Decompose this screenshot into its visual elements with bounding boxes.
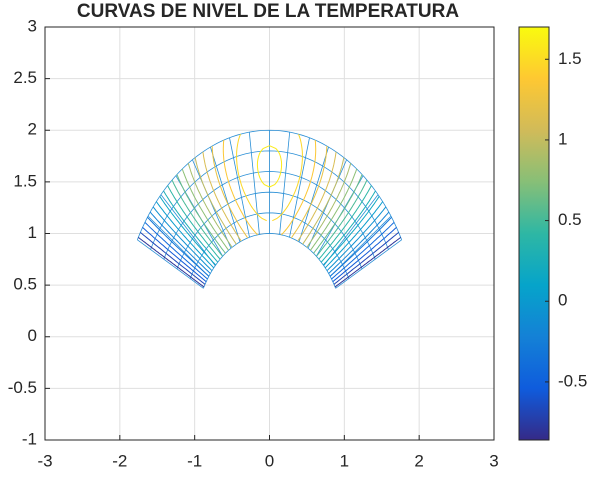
- contour-line: [171, 179, 223, 257]
- contour-line: [320, 190, 376, 263]
- contour-line: [333, 232, 400, 285]
- contour-line: [176, 174, 226, 254]
- mesh-radial: [335, 239, 402, 289]
- mesh-radial: [279, 132, 291, 235]
- contour-line: [142, 227, 207, 283]
- contour-line: [318, 185, 372, 260]
- y-tick-label: 1: [28, 223, 37, 242]
- contour-line: [187, 163, 233, 248]
- contour-line: [149, 211, 211, 274]
- contour-line: [147, 216, 210, 277]
- colorbar-tick-label: 0.5: [558, 210, 582, 229]
- contour-line: [297, 151, 337, 242]
- contour-line: [306, 163, 352, 248]
- mesh-radial: [229, 137, 250, 238]
- x-tick-label: 2: [414, 451, 423, 470]
- colorbar: [518, 26, 550, 441]
- x-tick-label: 3: [489, 451, 498, 470]
- contour-line: [181, 168, 230, 251]
- contour-line: [322, 196, 380, 266]
- mesh-radial: [248, 132, 260, 235]
- contour-line: [316, 179, 368, 257]
- y-tick-label: 0: [28, 326, 37, 345]
- y-tick-label: 0.5: [13, 275, 37, 294]
- contour-line: [328, 211, 390, 274]
- mesh-radial: [289, 137, 310, 238]
- mesh-radial: [137, 239, 204, 289]
- contour-line: [290, 145, 328, 239]
- contour-line: [331, 222, 395, 280]
- colorbar-tick-label: -0.5: [558, 371, 587, 390]
- contour-line: [138, 237, 205, 288]
- y-tick-label: -1: [22, 429, 37, 448]
- chart-title: CURVAS DE NIVEL DE LA TEMPERATURA: [77, 1, 459, 22]
- x-tick-label: -1: [187, 451, 202, 470]
- contour-line: [329, 216, 392, 277]
- contour-line: [144, 222, 208, 280]
- contour-line: [256, 145, 270, 188]
- contour-line: [222, 140, 259, 236]
- contour-line: [334, 237, 401, 288]
- x-tick-label: 0: [265, 451, 274, 470]
- colorbar-tick-label: 0: [558, 291, 567, 310]
- y-tick-label: 1.5: [13, 171, 37, 190]
- contour-line: [236, 134, 267, 222]
- contour-line: [302, 157, 345, 245]
- contour-line: [309, 168, 358, 251]
- axes-box: [44, 26, 495, 441]
- x-tick-label: -3: [37, 451, 52, 470]
- contour-line: [326, 206, 387, 272]
- contour-line: [194, 157, 237, 245]
- contour-line: [313, 174, 363, 254]
- y-tick-label: 3: [28, 16, 37, 35]
- contour-line: [152, 206, 213, 272]
- mesh-radial: [210, 146, 241, 243]
- contour-line: [167, 185, 221, 260]
- contour-line: [324, 201, 384, 269]
- contour-line: [155, 201, 215, 269]
- colorbar-tick-label: 1: [558, 129, 567, 148]
- contour-line: [139, 232, 206, 285]
- colorbar-tick-label: 1.5: [558, 49, 582, 68]
- y-tick-label: 2.5: [13, 68, 37, 87]
- x-tick-label: -2: [112, 451, 127, 470]
- x-tick-label: 1: [340, 451, 349, 470]
- contour-line: [211, 145, 249, 239]
- contour-line: [272, 134, 303, 222]
- mesh-radial: [298, 146, 329, 243]
- contour-line: [269, 145, 283, 188]
- contour-line: [280, 140, 317, 236]
- y-tick-label: 2: [28, 120, 37, 139]
- contour-line: [163, 190, 219, 263]
- contour-line: [159, 196, 217, 266]
- contour-line: [202, 151, 242, 242]
- contour-line: [332, 227, 397, 283]
- y-tick-label: -0.5: [8, 378, 37, 397]
